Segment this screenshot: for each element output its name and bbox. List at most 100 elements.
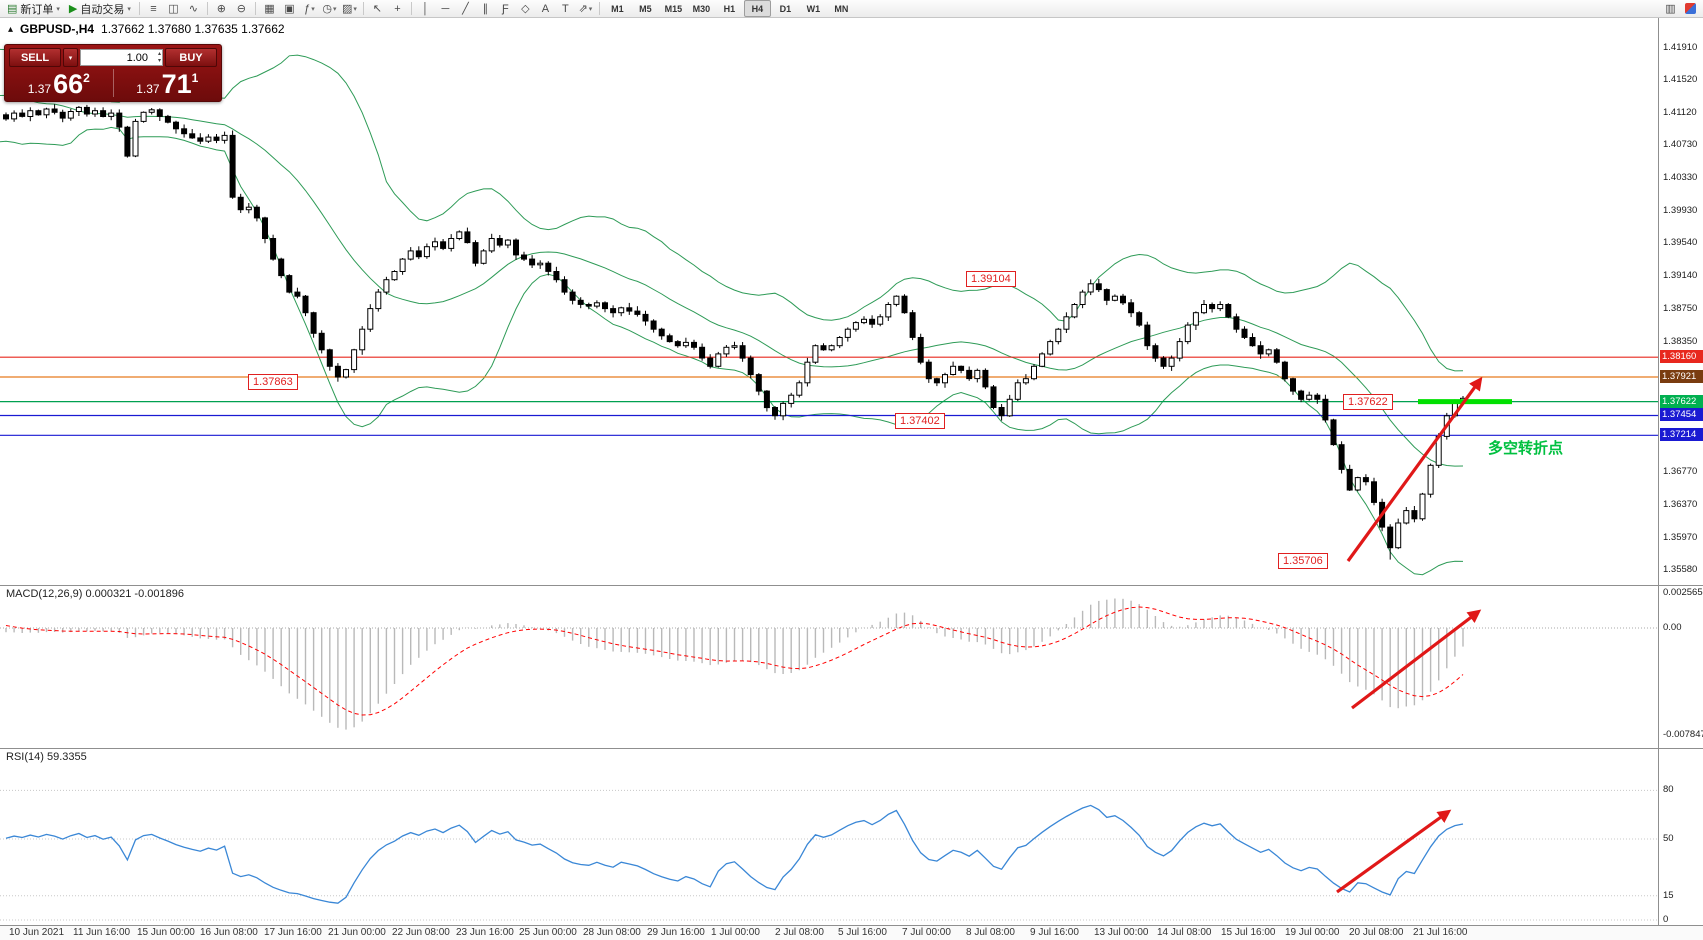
connection-status-icon[interactable]: ◉ bbox=[1681, 1, 1700, 17]
cursor-icon-glyph: ↖ bbox=[372, 2, 383, 15]
vertical-line-icon[interactable]: │ bbox=[416, 1, 435, 17]
time-axis-label: 19 Jul 00:00 bbox=[1285, 927, 1340, 938]
time-axis-label: 16 Jun 08:00 bbox=[200, 927, 258, 938]
spinner-up-icon: ▴ bbox=[157, 50, 161, 57]
time-ax[interactable]: 10 Jun 2021 11 Jun 16:00 15 Jun 00:00 16 Ju… bbox=[0, 926, 1703, 940]
sell-button[interactable]: SELL bbox=[9, 48, 61, 67]
new-order-button[interactable]: ▤ 新订单 ▾ bbox=[3, 1, 64, 17]
one-click-prices-row: 1.37 66 2 1.37 71 1 bbox=[5, 67, 221, 103]
buy-price-pip: 1 bbox=[191, 71, 199, 85]
time-axis-label: 14 Jul 08:00 bbox=[1157, 927, 1212, 938]
equidistant-channel-icon-glyph: ∥ bbox=[482, 2, 489, 15]
zoom-in-icon-glyph: ⊕ bbox=[216, 2, 227, 15]
volume-input[interactable]: 1.00 ▴ ▾ bbox=[80, 49, 163, 66]
chart-price-label[interactable]: 1.37622 bbox=[1343, 394, 1393, 410]
tile-windows-icon[interactable]: ▦ bbox=[260, 1, 279, 17]
time-axis-label: 2 Jul 08:00 bbox=[775, 927, 824, 938]
new-order-icon: ▤ bbox=[7, 2, 18, 15]
fibonacci-icon[interactable]: Ƒ bbox=[496, 1, 515, 17]
shapes-icon-glyph: ◇ bbox=[521, 2, 530, 15]
crosshair-icon-glyph: + bbox=[394, 2, 401, 15]
one-click-trading-panel: SELL ▾ 1.00 ▴ ▾ BUY 1.37 66 2 1.37 71 1 bbox=[4, 44, 222, 102]
periods-icon-glyph: ◷ bbox=[322, 2, 332, 15]
timeframe-h4-button[interactable]: H4 bbox=[743, 0, 771, 17]
new-order-label: 新订单 bbox=[20, 3, 54, 16]
toolbar-separator bbox=[254, 2, 256, 15]
time-axis-label: 8 Jul 08:00 bbox=[966, 927, 1015, 938]
text-icon-glyph: A bbox=[541, 2, 550, 15]
vertical-line-icon-glyph: │ bbox=[421, 2, 429, 15]
caret-down-icon: ▾ bbox=[311, 5, 315, 13]
cursor-icon[interactable]: ↖ bbox=[368, 1, 387, 17]
periods-icon[interactable]: ◷ ▾ bbox=[320, 1, 339, 17]
arrow-objects-icon-glyph: ⇗ bbox=[578, 2, 588, 15]
timeframe-mn-button[interactable]: MN bbox=[834, 3, 849, 14]
text-icon[interactable]: A bbox=[536, 1, 555, 17]
timeframe-d1-button[interactable]: D1 bbox=[779, 3, 792, 14]
line-chart-icon-glyph: ∿ bbox=[188, 2, 199, 15]
templates-icon[interactable]: ▨ ▾ bbox=[340, 1, 359, 17]
sell-price-display[interactable]: 1.37 66 2 bbox=[5, 67, 113, 103]
auto-arrange-icon-glyph: ▣ bbox=[284, 2, 295, 15]
chart-title-line: ▴ GBPUSD-,H4 1.37662 1.37680 1.37635 1.3… bbox=[8, 22, 285, 36]
chart-price-label[interactable]: 1.37402 bbox=[895, 413, 945, 429]
time-axis-label: 29 Jun 16:00 bbox=[647, 927, 705, 938]
indicators-icon-glyph: ƒ bbox=[304, 2, 311, 15]
caret-down-icon: ▾ bbox=[56, 5, 60, 13]
zoom-out-icon-glyph: ⊖ bbox=[236, 2, 247, 15]
toolbar-separator bbox=[362, 2, 364, 15]
zoom-out-icon[interactable]: ⊖ bbox=[232, 1, 251, 17]
trendline-icon-glyph: ╱ bbox=[462, 2, 469, 15]
timeframe-m1-button[interactable]: M1 bbox=[611, 3, 624, 14]
chart-annotation-text[interactable]: 多空转折点 bbox=[1488, 440, 1564, 457]
candlestick-chart-icon-glyph: ◫ bbox=[168, 2, 179, 15]
panel-divider bbox=[112, 69, 114, 97]
equidistant-channel-icon[interactable]: ∥ bbox=[476, 1, 495, 17]
chart-window-icon: ▴ bbox=[8, 23, 14, 35]
chart-price-label[interactable]: 1.39104 bbox=[966, 271, 1016, 287]
chart-profile-icon[interactable]: ▥ bbox=[1661, 1, 1680, 17]
time-axis-label: 15 Jun 00:00 bbox=[137, 927, 195, 938]
fibonacci-icon-glyph: Ƒ bbox=[502, 2, 509, 15]
indicators-icon[interactable]: ƒ ▾ bbox=[300, 1, 319, 17]
text-label-icon[interactable]: T bbox=[556, 1, 575, 17]
volume-value: 1.00 bbox=[126, 51, 148, 64]
horizontal-line-icon[interactable]: ─ bbox=[436, 1, 455, 17]
time-axis-label: 21 Jul 16:00 bbox=[1413, 927, 1468, 938]
time-axis-label: 22 Jun 08:00 bbox=[392, 927, 450, 938]
timeframe-h1-button[interactable]: H1 bbox=[723, 3, 736, 14]
tile-windows-icon-glyph: ▦ bbox=[264, 2, 275, 15]
time-axis-label: 21 Jun 00:00 bbox=[328, 927, 386, 938]
trendline-icon[interactable]: ╱ bbox=[456, 1, 475, 17]
candlestick-chart-icon[interactable]: ◫ bbox=[164, 1, 183, 17]
spinner-down-icon: ▾ bbox=[157, 57, 161, 64]
buy-price-digits: 71 bbox=[161, 69, 192, 99]
bar-chart-icon[interactable]: ≡ bbox=[144, 1, 163, 17]
crosshair-icon[interactable]: + bbox=[388, 1, 407, 17]
order-options-caret[interactable]: ▾ bbox=[63, 48, 78, 67]
buy-button[interactable]: BUY bbox=[165, 48, 217, 67]
volume-spinner[interactable]: ▴ ▾ bbox=[158, 50, 161, 65]
time-axis-label: 11 Jun 16:00 bbox=[73, 927, 131, 938]
auto-trading-button[interactable]: ▶ 自动交易 ▾ bbox=[65, 1, 135, 17]
caret-down-icon: ▾ bbox=[588, 5, 593, 13]
auto-arrange-icon[interactable]: ▣ bbox=[280, 1, 299, 17]
chart-price-label[interactable]: 1.35706 bbox=[1278, 553, 1328, 569]
bar-chart-icon-glyph: ≡ bbox=[150, 2, 157, 15]
timeframe-m5-button[interactable]: M5 bbox=[639, 3, 652, 14]
arrow-objects-icon[interactable]: ⇗ ▾ bbox=[576, 1, 595, 17]
timeframe-m15-button[interactable]: M15 bbox=[664, 3, 683, 14]
time-axis-label: 15 Jul 16:00 bbox=[1221, 927, 1276, 938]
chart-price-label[interactable]: 1.37863 bbox=[248, 374, 298, 390]
line-chart-icon[interactable]: ∿ bbox=[184, 1, 203, 17]
timeframe-w1-button[interactable]: W1 bbox=[806, 3, 821, 14]
timeframe-m30-button[interactable]: M30 bbox=[692, 3, 711, 14]
zoom-in-icon[interactable]: ⊕ bbox=[212, 1, 231, 17]
shapes-icon[interactable]: ◇ bbox=[516, 1, 535, 17]
time-axis-label: 5 Jul 16:00 bbox=[838, 927, 887, 938]
sell-price-digits: 66 bbox=[53, 69, 84, 99]
time-axis-label: 17 Jun 16:00 bbox=[264, 927, 322, 938]
buy-price-prefix: 1.37 bbox=[136, 82, 160, 96]
buy-price-display[interactable]: 1.37 71 1 bbox=[114, 67, 222, 103]
